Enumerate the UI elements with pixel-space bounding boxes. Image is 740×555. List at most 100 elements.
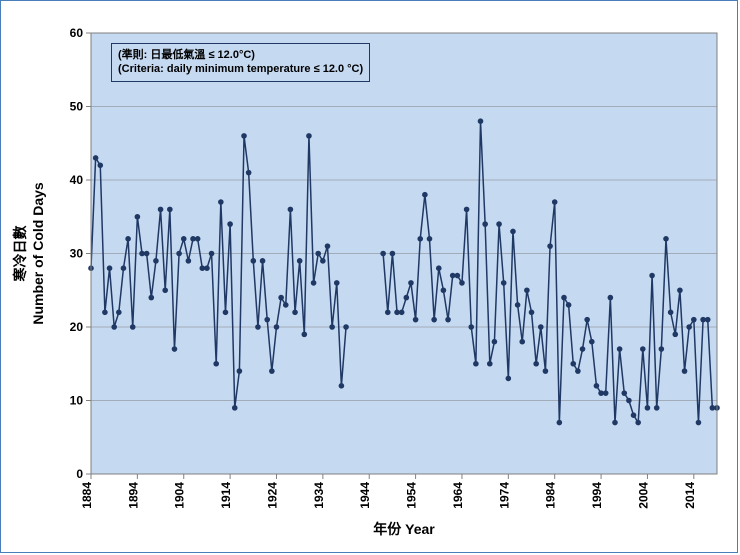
data-marker [102,310,108,316]
data-marker [612,420,618,426]
data-marker [227,221,233,227]
data-marker [668,310,674,316]
data-marker [427,236,433,242]
data-marker [580,346,586,352]
data-marker [125,236,131,242]
data-marker [538,324,544,330]
data-marker [533,361,539,367]
data-marker [380,251,386,257]
data-marker [311,280,317,286]
data-marker [691,317,697,323]
data-marker [292,310,298,316]
data-marker [213,361,219,367]
data-marker [682,368,688,374]
data-marker [111,324,117,330]
data-marker [677,287,683,293]
data-marker [315,251,321,257]
x-tick-label: 1994 [590,482,604,509]
data-marker [589,339,595,345]
data-marker [529,310,535,316]
criteria-line-zh: (準則: 日最低氣溫 ≤ 12.0°C) [118,48,363,62]
data-marker [260,258,266,264]
data-marker [223,310,229,316]
data-marker [575,368,581,374]
y-tick-label: 60 [70,26,84,40]
data-marker [116,310,122,316]
data-marker [608,295,614,301]
data-marker [422,192,428,198]
data-marker [186,258,192,264]
data-marker [552,199,558,205]
data-marker [283,302,289,308]
data-marker [543,368,549,374]
y-tick-label: 0 [76,467,83,481]
x-tick-label: 1884 [80,482,94,509]
x-tick-label: 1914 [219,482,233,509]
data-marker [570,361,576,367]
data-marker [218,199,224,205]
data-marker [135,214,141,220]
data-marker [478,118,484,124]
x-tick-label: 1964 [451,482,465,509]
data-marker [325,243,331,249]
data-marker [264,317,270,323]
data-marker [195,236,201,242]
data-marker [209,251,215,257]
data-marker [121,265,127,271]
data-marker [547,243,553,249]
data-marker [510,229,516,235]
data-marker [431,317,437,323]
data-marker [468,324,474,330]
data-marker [635,420,641,426]
data-marker [404,295,410,301]
criteria-line-en: (Criteria: daily minimum temperature ≤ 1… [118,62,363,76]
data-marker [399,310,405,316]
data-marker [385,310,391,316]
data-marker [343,324,349,330]
x-tick-label: 1984 [544,482,558,509]
data-marker [251,258,257,264]
data-marker [297,258,303,264]
x-tick-label: 2014 [683,482,697,509]
data-marker [269,368,275,374]
data-marker [339,383,345,389]
data-marker [181,236,187,242]
data-marker [176,251,182,257]
data-marker [584,317,590,323]
data-marker [640,346,646,352]
data-marker [631,412,637,418]
data-marker [459,280,465,286]
data-marker [107,265,113,271]
y-tick-label: 40 [70,173,84,187]
data-marker [144,251,150,257]
data-marker [97,163,103,169]
y-tick-label: 50 [70,100,84,114]
data-marker [705,317,711,323]
x-axis-label: 年份 Year [373,521,435,537]
chart-container: 0102030405060188418941904191419241934194… [11,11,727,542]
data-marker [93,155,99,161]
data-marker [167,207,173,213]
data-marker [455,273,461,279]
data-marker [320,258,326,264]
data-marker [672,332,678,338]
data-marker [696,420,702,426]
data-marker [302,332,308,338]
data-marker [158,207,164,213]
data-marker [232,405,238,411]
chart-frame: 0102030405060188418941904191419241934194… [0,0,738,553]
data-marker [663,236,669,242]
data-marker [473,361,479,367]
cold-days-chart: 0102030405060188418941904191419241934194… [11,11,729,544]
criteria-box: (準則: 日最低氣溫 ≤ 12.0°C)(Criteria: daily min… [111,43,370,82]
data-marker [645,405,651,411]
data-marker [329,324,335,330]
data-marker [408,280,414,286]
x-tick-label: 1954 [405,482,419,509]
data-marker [162,287,168,293]
data-marker [148,295,154,301]
data-marker [487,361,493,367]
data-marker [417,236,423,242]
x-tick-label: 1924 [265,482,279,509]
data-marker [482,221,488,227]
